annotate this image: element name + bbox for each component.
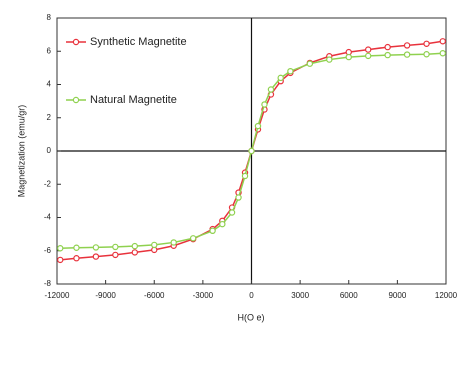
series-marker — [287, 67, 294, 75]
series-marker — [112, 251, 119, 259]
series-marker — [345, 53, 352, 61]
series-marker — [277, 74, 284, 82]
x-tick-label: 6000 — [340, 291, 358, 300]
x-axis-label: H(O e) — [238, 312, 265, 322]
y-tick-label: 2 — [47, 113, 52, 122]
x-tick-label: 12000 — [435, 291, 458, 300]
series-marker — [219, 220, 226, 228]
series-marker — [384, 51, 391, 59]
series-marker — [306, 60, 314, 67]
x-tick-label: -6000 — [144, 291, 165, 300]
series-marker — [248, 147, 255, 155]
series-marker — [189, 235, 197, 242]
legend-label: Synthetic Magnetite — [90, 36, 187, 48]
series-marker — [326, 56, 333, 63]
x-tick-label: -12000 — [45, 291, 70, 300]
y-axis-label: Magnetization (emu/gr) — [16, 105, 26, 198]
y-tick-label: 4 — [47, 80, 52, 89]
series-marker — [365, 46, 372, 53]
y-tick-label: 8 — [47, 13, 52, 22]
series-marker — [73, 244, 80, 251]
series-marker — [131, 242, 138, 250]
legend-marker — [72, 38, 80, 46]
x-tick-label: 0 — [249, 291, 254, 300]
series-marker — [403, 42, 411, 49]
series-marker — [151, 241, 158, 249]
series-marker — [403, 51, 411, 58]
x-tick-label: -9000 — [95, 291, 116, 300]
y-tick-label: 6 — [47, 46, 52, 55]
y-tick-label: -6 — [44, 246, 52, 255]
y-tick-label: -4 — [44, 213, 52, 222]
legend-marker — [72, 96, 80, 104]
x-tick-label: -3000 — [193, 291, 214, 300]
series-marker — [57, 256, 64, 264]
series-marker — [254, 122, 262, 130]
series-marker — [241, 172, 249, 180]
series-marker — [92, 244, 100, 251]
series-marker — [365, 52, 372, 60]
series-marker — [73, 255, 80, 262]
x-tick-label: 3000 — [291, 291, 309, 300]
series-marker — [267, 86, 275, 93]
series-marker — [228, 209, 236, 216]
series-marker — [423, 40, 430, 47]
series-marker — [131, 249, 138, 256]
series-marker — [384, 43, 391, 51]
series-marker — [170, 239, 177, 246]
series-marker — [209, 227, 216, 234]
legend-label: Natural Magnetite — [90, 94, 177, 106]
y-tick-label: -8 — [44, 279, 52, 288]
series-marker — [261, 101, 268, 108]
x-tick-label: 9000 — [388, 291, 406, 300]
series-marker — [439, 50, 446, 57]
series-marker — [57, 245, 64, 252]
y-tick-label: -2 — [44, 179, 52, 188]
series-marker — [439, 38, 446, 45]
series-marker — [235, 194, 242, 201]
series-marker — [423, 51, 430, 58]
series-marker — [112, 243, 119, 251]
y-tick-label: 0 — [47, 146, 52, 155]
series-marker — [92, 253, 100, 260]
